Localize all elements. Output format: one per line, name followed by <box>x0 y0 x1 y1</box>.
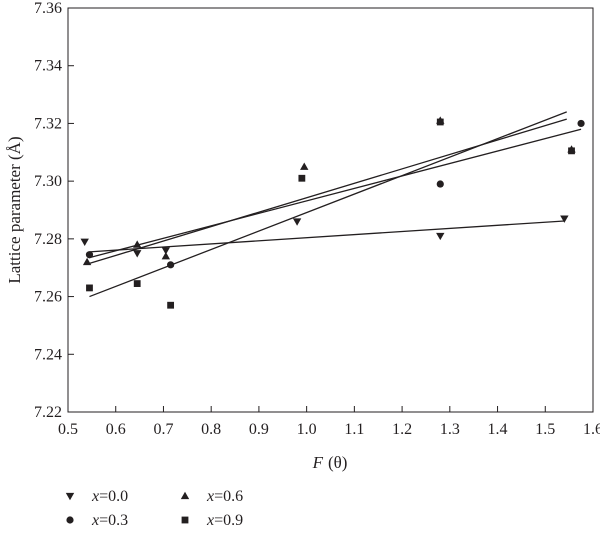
data-point-x=0.9 <box>86 284 93 292</box>
fit-line-x=0.9 <box>89 128 582 259</box>
data-point-x=0.9 <box>436 118 444 126</box>
x-axis-title-variable: F <box>312 453 324 472</box>
legend-marker-triangle-down-icon <box>65 492 75 501</box>
x-tick-label: 1.6 <box>583 421 600 438</box>
y-axis-title: Lattice parameter (Å) <box>5 136 24 283</box>
x-tick-label: 0.7 <box>153 421 173 438</box>
data-point-x=0.0 <box>80 238 89 246</box>
data-point-x=0.9 <box>298 174 306 182</box>
x-tick-label: 1.5 <box>535 421 555 438</box>
y-axis-ticks <box>68 7 74 413</box>
y-tick-label: 7.28 <box>34 231 62 248</box>
data-point-x=0.6 <box>300 162 309 170</box>
data-point-x=0.0 <box>560 215 569 223</box>
data-point-x=0.3 <box>167 261 175 269</box>
legend-label-variable: x <box>91 512 99 529</box>
x-tick-label: 0.8 <box>201 421 221 438</box>
data-point-x=0.6 <box>161 251 171 260</box>
y-tick-label: 7.32 <box>34 115 62 132</box>
data-point-x=0.6 <box>82 257 92 266</box>
legend-marker-x0.0 <box>65 492 75 501</box>
data-point-x=0.3 <box>85 251 94 259</box>
y-tick-label: 7.36 <box>34 0 62 17</box>
data-point-x=0.9 <box>133 280 141 287</box>
legend-label-value: =0.3 <box>99 512 128 529</box>
fit-line-x=0.6 <box>89 118 567 265</box>
data-point-x=0.3 <box>577 119 585 128</box>
legend-label-x0.6: x=0.6 <box>206 488 243 505</box>
legend-label-variable: x <box>91 488 99 505</box>
legend-label-x0.3: x=0.3 <box>91 512 128 529</box>
data-point-x=0.9 <box>167 301 175 309</box>
plot-frame <box>67 7 594 413</box>
legend-label-x0.9: x=0.9 <box>206 512 243 529</box>
data-point-x=0.6 <box>133 240 142 248</box>
legend-label-value: =0.0 <box>99 488 128 505</box>
data-markers <box>80 116 585 309</box>
fit-line-x=0.3 <box>89 111 567 298</box>
x-tick-label: 1.3 <box>440 421 460 438</box>
data-point-x=0.0 <box>436 232 445 241</box>
y-tick-label: 7.24 <box>34 346 62 363</box>
legend-marker-x0.9 <box>181 516 189 524</box>
legend-marker-x0.3 <box>66 516 74 524</box>
x-tick-label: 1.1 <box>344 421 364 438</box>
legend-label-x0.0: x=0.0 <box>91 488 128 505</box>
legend-label-variable: x <box>206 488 214 505</box>
data-point-x=0.0 <box>133 250 142 258</box>
x-axis-title: F (θ) <box>312 453 348 472</box>
y-axis-tick-labels: 7.22 7.24 7.26 7.28 7.30 7.32 7.34 7.36 <box>34 0 62 421</box>
x-tick-label: 0.5 <box>58 421 78 438</box>
data-point-x=0.0 <box>161 247 171 255</box>
x-tick-label: 1.4 <box>488 421 508 438</box>
data-point-x=0.9 <box>568 147 575 155</box>
x-axis-tick-labels: 0.5 0.6 0.7 0.8 0.9 1.0 1.1 1.2 1.3 1.4 … <box>58 421 600 438</box>
y-tick-label: 7.22 <box>34 404 62 421</box>
legend-label-value: =0.9 <box>214 512 243 529</box>
x-tick-label: 1.2 <box>392 421 412 438</box>
y-tick-label: 7.34 <box>34 58 62 75</box>
data-point-x=0.0 <box>292 218 302 226</box>
x-axis-ticks <box>67 406 594 412</box>
y-tick-label: 7.26 <box>34 289 62 306</box>
legend-marker-square-icon <box>181 516 189 524</box>
legend-label-value: =0.6 <box>214 488 243 505</box>
fit-line-x=0.0 <box>89 220 565 253</box>
legend-marker-triangle-up-icon <box>180 491 190 500</box>
data-point-x=0.3 <box>436 180 444 188</box>
legend: x=0.0 x=0.6 x=0.3 x=0.9 <box>65 488 243 529</box>
x-tick-label: 0.9 <box>249 421 269 438</box>
legend-marker-circle-icon <box>66 516 74 524</box>
legend-marker-x0.6 <box>180 491 190 500</box>
y-tick-label: 7.30 <box>34 173 62 190</box>
fit-lines <box>89 111 582 298</box>
x-tick-label: 0.6 <box>106 421 126 438</box>
x-axis-title-argument: (θ) <box>328 453 347 472</box>
x-tick-label: 1.0 <box>297 421 317 438</box>
legend-label-variable: x <box>206 512 214 529</box>
